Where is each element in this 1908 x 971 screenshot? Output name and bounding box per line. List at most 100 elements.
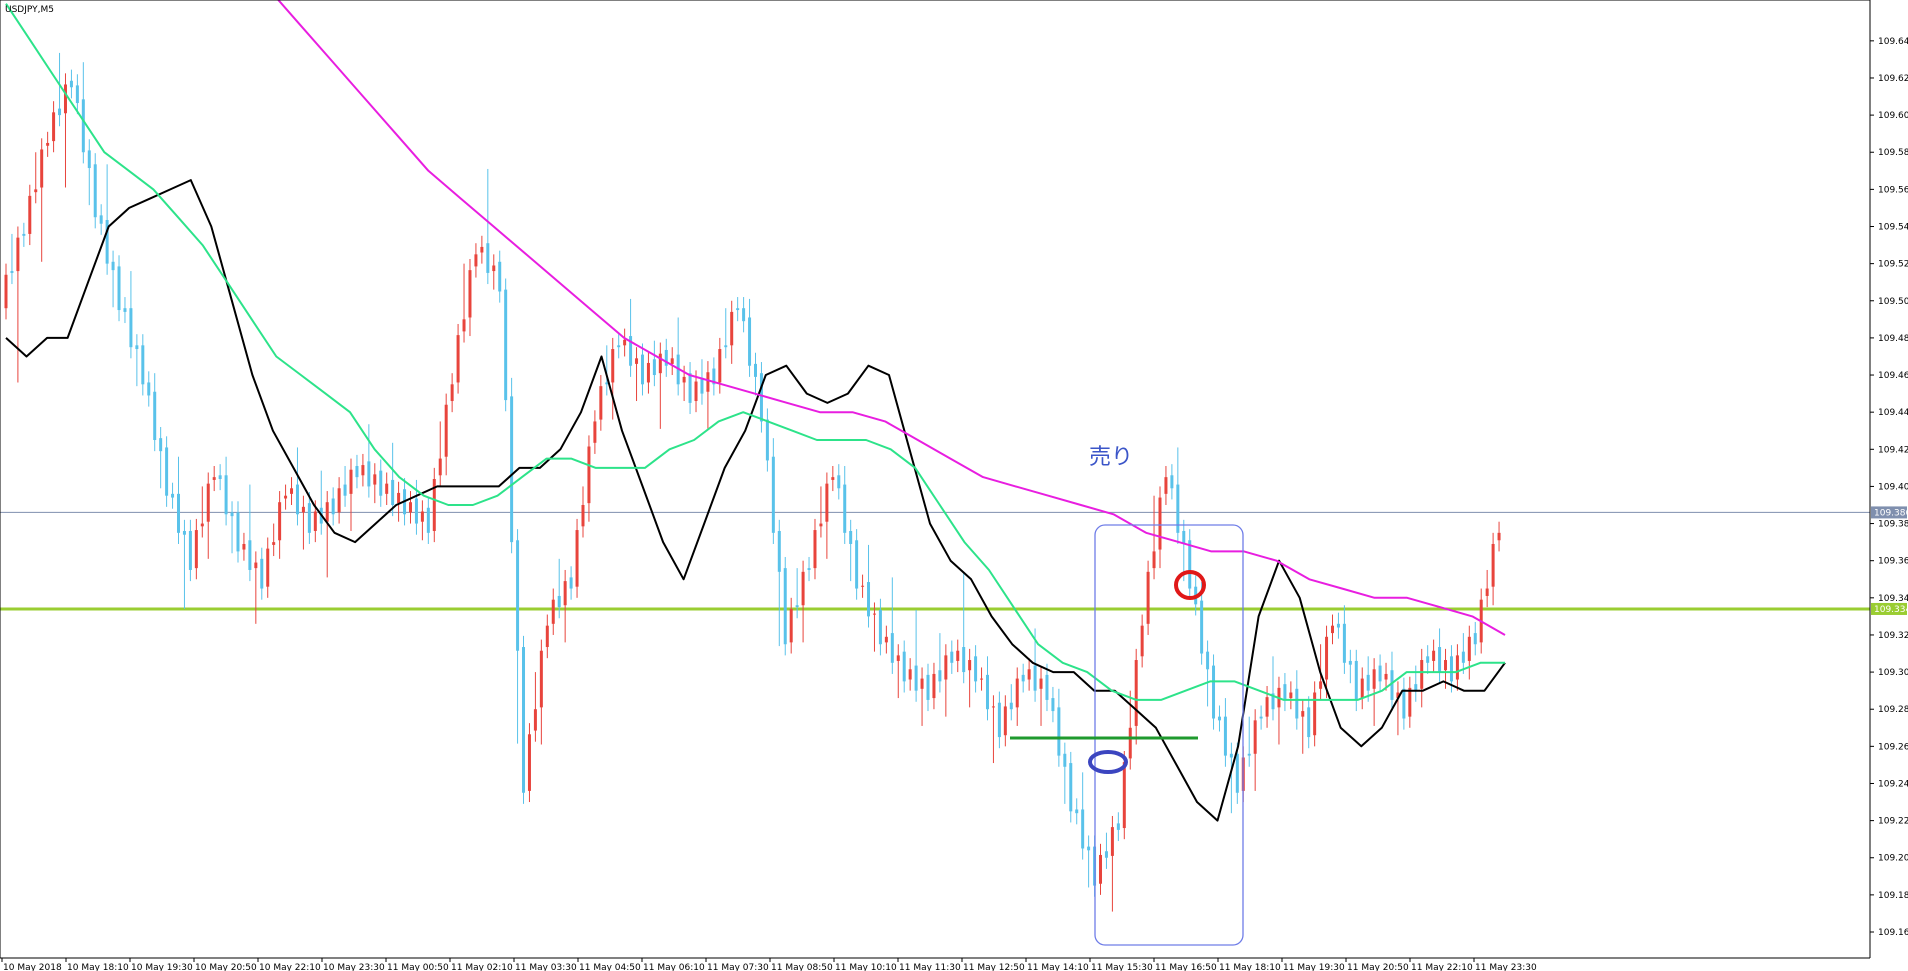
candle-body <box>480 246 484 253</box>
candle-body <box>884 636 888 643</box>
candle-body <box>1057 707 1061 756</box>
candle-body <box>284 495 288 499</box>
candle-body <box>825 483 829 522</box>
y-tick-label: 109.200 <box>1878 854 1908 864</box>
y-tick-label: 109.480 <box>1878 334 1908 344</box>
candle-body <box>325 502 329 522</box>
y-tick-label: 109.600 <box>1878 111 1908 121</box>
x-tick-label: 11 May 16:50 <box>1155 963 1217 971</box>
y-tick-label: 109.400 <box>1878 482 1908 492</box>
candle-body <box>629 336 633 366</box>
candle-body <box>539 650 543 708</box>
candle-body <box>980 678 984 680</box>
candle-body <box>700 377 704 394</box>
candle-body <box>1039 678 1043 689</box>
x-axis: 10 May 2018 10 May 18:10 10 May 19:30 10 Ma… <box>1 958 1537 971</box>
candle-body <box>450 384 454 402</box>
candle-body <box>1432 650 1436 661</box>
candle-body <box>783 568 787 645</box>
candle-body <box>1170 475 1174 489</box>
x-tick-label: 11 May 00:50 <box>387 963 449 971</box>
y-axis: 109.640 109.620 109.600 109.580 109.560 109.5… <box>1870 37 1908 938</box>
candle-body <box>1152 551 1156 569</box>
y-tick-label: 109.540 <box>1878 223 1908 233</box>
candle-body <box>1455 655 1459 680</box>
candle-body <box>1003 706 1007 736</box>
candle-body <box>997 702 1001 738</box>
candle-body <box>1182 530 1186 544</box>
y-tick-label: 109.220 <box>1878 817 1908 827</box>
candle-body <box>1265 697 1269 717</box>
candle-body <box>52 112 56 142</box>
candle-body <box>682 376 686 383</box>
y-tick-label: 109.620 <box>1878 74 1908 84</box>
candle-body <box>444 404 448 457</box>
bid-price-tag <box>1871 506 1907 519</box>
x-tick-label: 11 May 14:10 <box>1027 963 1089 971</box>
candle-body <box>93 164 97 218</box>
highlight-box <box>1094 524 1244 946</box>
candle-body <box>1176 484 1180 533</box>
candle-body <box>581 504 585 527</box>
candle-body <box>99 215 103 224</box>
candle-body <box>771 456 775 533</box>
candle-body <box>938 670 942 682</box>
candle-body <box>932 673 936 699</box>
candle-body <box>218 475 222 479</box>
candle-body <box>1110 827 1114 856</box>
candle-body <box>1033 665 1037 691</box>
candle-body <box>920 678 924 689</box>
candle-body <box>248 540 252 570</box>
candle-body <box>1384 673 1388 680</box>
candle-body <box>1336 623 1340 628</box>
candle-body <box>962 647 966 673</box>
candle-body <box>456 335 460 383</box>
candle-body <box>516 540 520 651</box>
candle-body <box>843 484 847 533</box>
x-tick-label: 11 May 03:30 <box>515 963 577 971</box>
candle-body <box>754 363 757 377</box>
candle-body <box>147 382 151 396</box>
y-tick-label: 109.580 <box>1878 148 1908 158</box>
candle-body <box>605 382 609 385</box>
candle-body <box>1271 693 1275 710</box>
candle-body <box>807 568 811 570</box>
y-tick-label: 109.500 <box>1878 297 1908 307</box>
candle-body <box>991 706 995 708</box>
x-tick-label: 10 May 18:10 <box>67 963 129 971</box>
candle-body <box>545 625 549 648</box>
candle-body <box>188 530 192 570</box>
candle-body <box>159 438 163 452</box>
candle-body <box>1104 851 1108 858</box>
candle-body <box>950 651 954 663</box>
candle-body <box>200 523 204 527</box>
candle-body <box>902 651 906 682</box>
candle-body <box>867 582 871 617</box>
candle-body <box>87 150 91 169</box>
x-tick-label: 10 May 22:10 <box>259 963 321 971</box>
candle-body <box>789 608 793 643</box>
candle-body <box>1045 674 1049 700</box>
y-tick-label: 109.460 <box>1878 371 1908 381</box>
candle-body <box>46 142 50 146</box>
x-tick-label: 11 May 15:30 <box>1091 963 1153 971</box>
candle-body <box>1473 633 1477 645</box>
candle-body <box>1283 684 1287 700</box>
candle-body <box>896 655 900 661</box>
candle-body <box>58 108 62 116</box>
candle-body <box>1497 532 1501 541</box>
candle-body <box>355 466 359 478</box>
candle-body <box>426 507 430 533</box>
candle-body <box>890 633 894 663</box>
candle-body <box>1354 660 1358 700</box>
candle-body <box>194 530 198 569</box>
candle-body <box>1342 623 1346 663</box>
candle-body <box>640 354 644 385</box>
candle-body <box>593 421 597 443</box>
price-tags: 109.386 109.334 <box>1871 506 1908 615</box>
candle-body <box>343 484 347 496</box>
y-tick-label: 109.280 <box>1878 705 1908 715</box>
price-lines <box>0 511 1870 611</box>
candle-body <box>272 542 276 545</box>
x-tick-label: 11 May 02:10 <box>451 963 513 971</box>
